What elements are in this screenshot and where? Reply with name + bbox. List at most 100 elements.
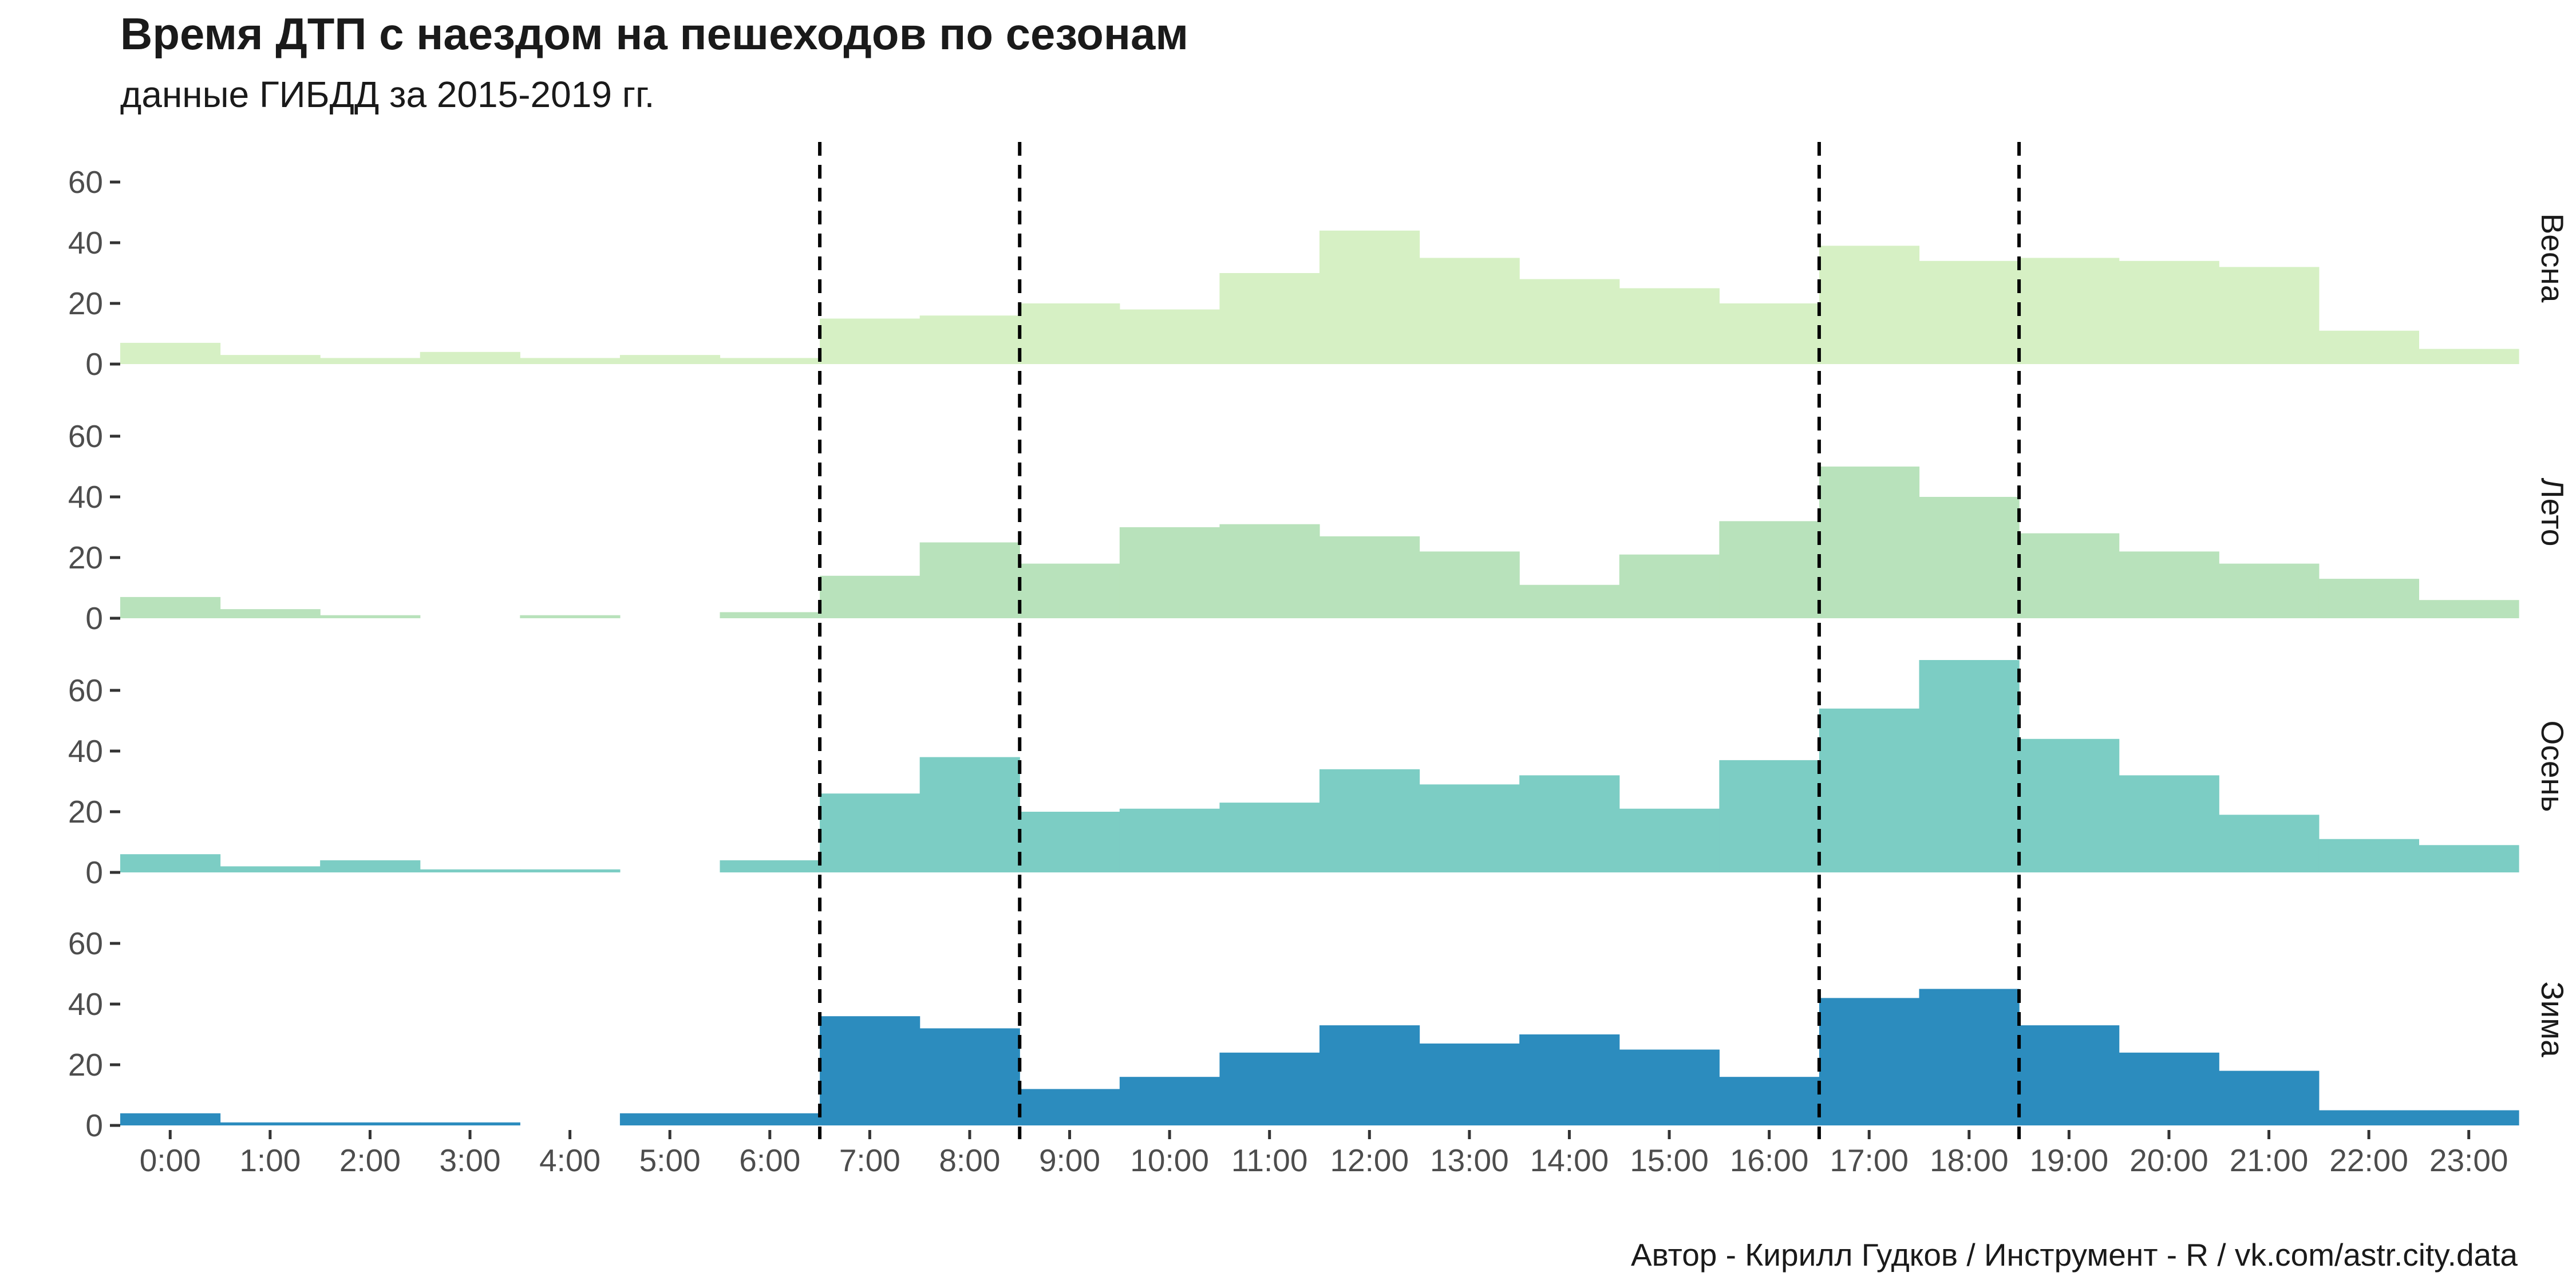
bar-Зима-22:00	[2318, 1110, 2420, 1125]
bar-Лето-8:00	[919, 542, 1020, 618]
x-tick-label: 4:00	[539, 1143, 600, 1178]
bar-Весна-10:00	[1119, 309, 1220, 364]
x-tick-label: 15:00	[1630, 1143, 1709, 1178]
bar-Весна-23:00	[2419, 349, 2519, 364]
bar-Весна-14:00	[1519, 279, 1620, 364]
y-tick-label: 60	[68, 673, 103, 708]
x-tick-label: 20:00	[2129, 1143, 2208, 1178]
facet-label-Лето: Лето	[2535, 477, 2570, 546]
bar-Лето-1:00	[220, 609, 321, 618]
bar-Зима-10:00	[1119, 1077, 1220, 1125]
x-tick-label: 0:00	[140, 1143, 201, 1178]
bar-Осень-19:00	[2019, 738, 2120, 872]
bar-Лето-4:00	[520, 615, 621, 618]
x-tick-label: 21:00	[2230, 1143, 2309, 1178]
bar-Зима-0:00	[120, 1113, 221, 1125]
bar-Осень-11:00	[1219, 803, 1320, 872]
facet-label-Зима: Зима	[2535, 981, 2570, 1057]
bar-Лето-22:00	[2318, 579, 2420, 618]
x-tick-label: 7:00	[839, 1143, 900, 1178]
x-tick-label: 14:00	[1530, 1143, 1609, 1178]
bar-Зима-20:00	[2119, 1052, 2219, 1125]
y-tick-label: 40	[68, 225, 103, 260]
y-tick-label: 20	[68, 286, 103, 321]
x-tick-label: 5:00	[639, 1143, 701, 1178]
chart-title: Время ДТП с наездом на пешеходов по сезо…	[120, 9, 1189, 59]
facet-label-Осень: Осень	[2535, 721, 2570, 812]
bar-Зима-9:00	[1020, 1089, 1120, 1125]
bar-Зима-21:00	[2219, 1070, 2320, 1125]
bar-Лето-7:00	[820, 575, 920, 618]
bar-Зима-11:00	[1219, 1052, 1320, 1125]
bar-Осень-20:00	[2119, 775, 2219, 872]
bar-Весна-8:00	[919, 315, 1020, 364]
bar-Лето-20:00	[2119, 551, 2219, 618]
y-tick-label: 0	[85, 600, 103, 636]
bar-Зима-17:00	[1819, 998, 1920, 1125]
y-tick-label: 0	[85, 855, 103, 890]
bar-Зима-19:00	[2019, 1025, 2120, 1125]
bar-Весна-5:00	[619, 355, 721, 364]
bar-Осень-8:00	[919, 757, 1020, 872]
y-tick-label: 0	[85, 346, 103, 382]
x-tick-label: 10:00	[1130, 1143, 1209, 1178]
bar-Зима-15:00	[1619, 1049, 1720, 1125]
chart-subtitle: данные ГИБДД за 2015-2019 гг.	[120, 74, 655, 115]
y-tick-label: 40	[68, 986, 103, 1022]
bar-Зима-18:00	[1919, 989, 2020, 1125]
bar-Осень-2:00	[320, 860, 421, 872]
bar-Лето-14:00	[1519, 584, 1620, 618]
x-tick-label: 17:00	[1830, 1143, 1909, 1178]
bar-Зима-14:00	[1519, 1034, 1620, 1125]
bar-Весна-18:00	[1919, 260, 2020, 364]
bar-Лето-17:00	[1819, 467, 1920, 618]
bar-Зима-16:00	[1719, 1077, 1820, 1125]
bar-Лето-16:00	[1719, 521, 1820, 618]
bar-Зима-23:00	[2419, 1110, 2519, 1125]
x-tick-label: 3:00	[440, 1143, 501, 1178]
y-tick-label: 20	[68, 1047, 103, 1082]
bar-Осень-9:00	[1020, 812, 1120, 872]
bar-Осень-4:00	[520, 869, 621, 872]
bar-Лето-6:00	[720, 612, 820, 618]
x-tick-label: 6:00	[739, 1143, 800, 1178]
y-tick-label: 40	[68, 733, 103, 769]
bar-Осень-18:00	[1919, 660, 2020, 872]
bar-Весна-4:00	[520, 358, 621, 364]
bar-Зима-2:00	[320, 1122, 421, 1125]
bar-Осень-6:00	[720, 860, 820, 872]
bar-Лето-19:00	[2019, 533, 2120, 618]
x-tick-label: 9:00	[1039, 1143, 1100, 1178]
bar-Весна-6:00	[720, 358, 820, 364]
bar-Лето-2:00	[320, 615, 421, 618]
facet-label-Весна: Весна	[2535, 214, 2570, 303]
bar-Осень-15:00	[1619, 808, 1720, 872]
bar-Весна-11:00	[1219, 273, 1320, 364]
bar-Осень-1:00	[220, 866, 321, 872]
bar-Весна-2:00	[320, 358, 421, 364]
x-tick-label: 18:00	[1930, 1143, 2009, 1178]
bar-Весна-17:00	[1819, 246, 1920, 364]
y-tick-label: 60	[68, 418, 103, 454]
y-tick-label: 60	[68, 926, 103, 961]
bar-Осень-21:00	[2219, 815, 2320, 872]
bar-Лето-15:00	[1619, 554, 1720, 618]
bar-Зима-13:00	[1419, 1043, 1520, 1125]
bar-Осень-7:00	[820, 793, 920, 872]
bar-Зима-6:00	[720, 1113, 820, 1125]
bar-Весна-3:00	[420, 351, 520, 364]
x-tick-label: 8:00	[939, 1143, 1000, 1178]
chart-caption: Автор - Кирилл Гудков / Инструмент - R /…	[1630, 1237, 2518, 1273]
bar-Лето-18:00	[1919, 497, 2020, 618]
bar-Лето-9:00	[1020, 563, 1120, 618]
bar-Весна-16:00	[1719, 303, 1820, 364]
x-tick-label: 13:00	[1430, 1143, 1509, 1178]
x-tick-label: 2:00	[339, 1143, 401, 1178]
bar-Весна-0:00	[120, 342, 221, 364]
bar-Весна-12:00	[1319, 230, 1420, 364]
bar-Зима-1:00	[220, 1122, 321, 1125]
x-tick-label: 16:00	[1730, 1143, 1809, 1178]
bar-Лето-11:00	[1219, 524, 1320, 618]
bar-Осень-16:00	[1719, 760, 1820, 872]
